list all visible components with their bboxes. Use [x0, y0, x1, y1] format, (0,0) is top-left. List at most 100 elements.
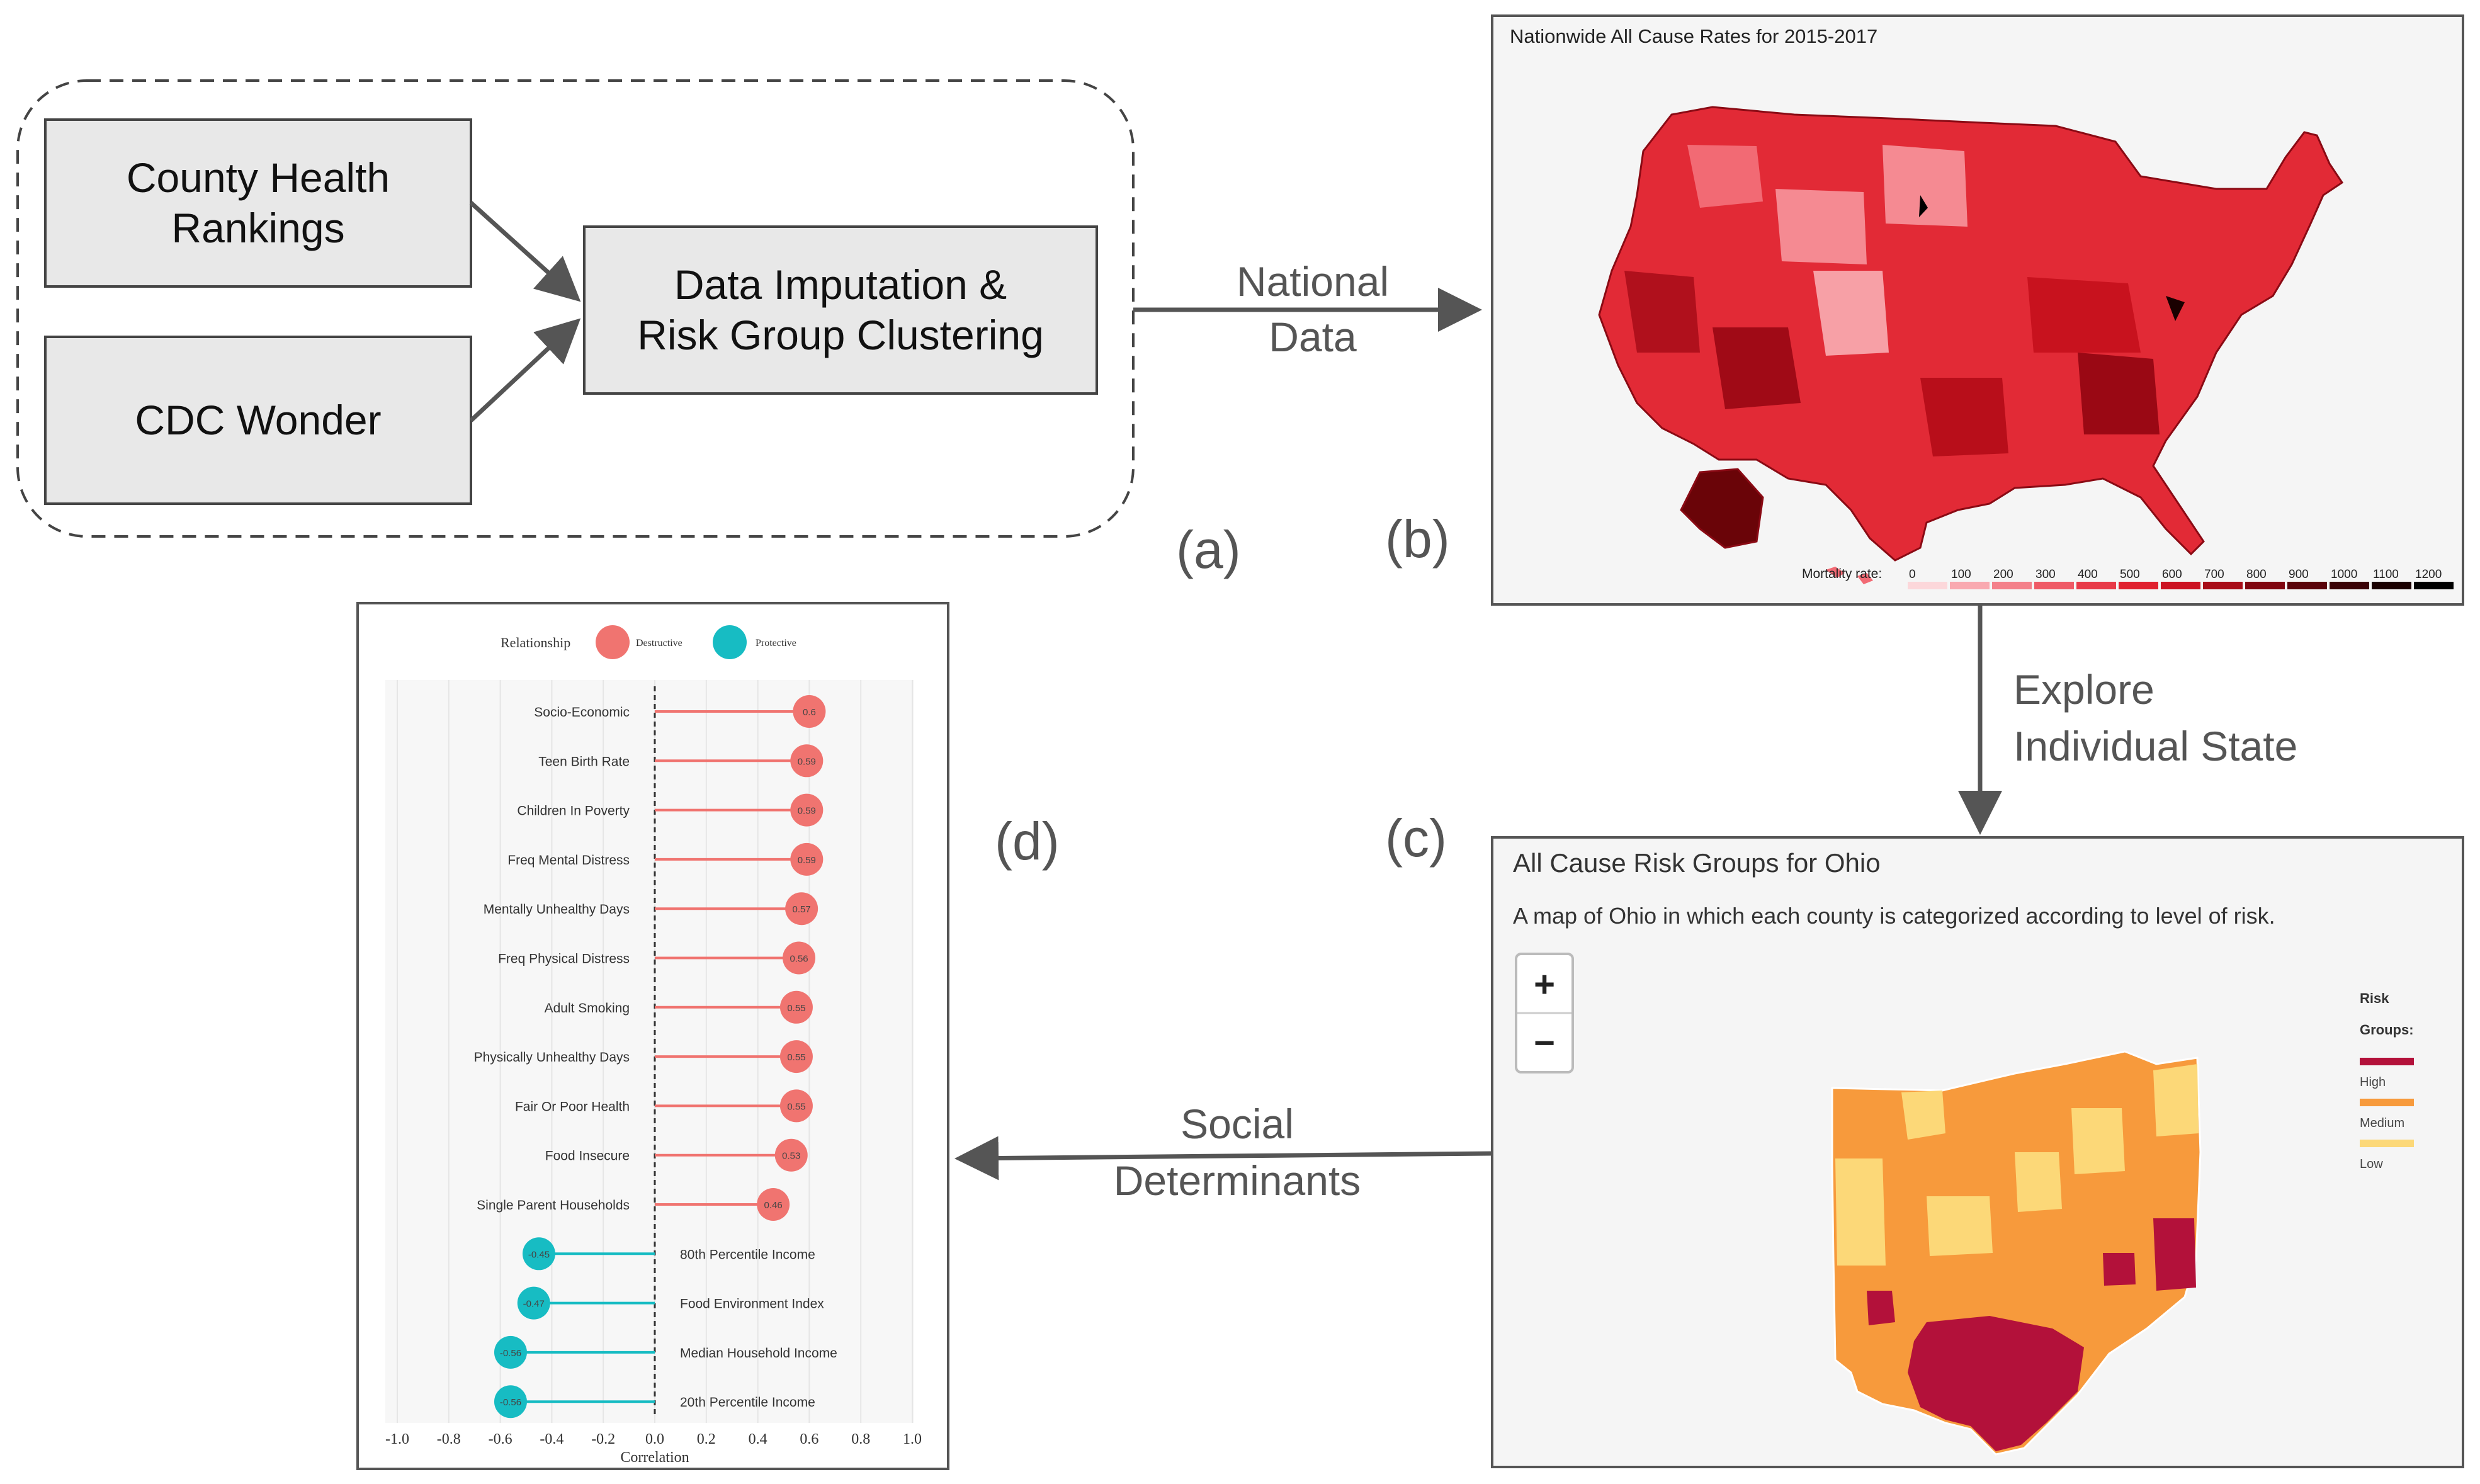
- lollipop-dot: [779, 1040, 813, 1073]
- mortality-tick-label: 700: [2204, 568, 2224, 581]
- national-map-panel: Nationwide All Cause Rates for 2015-2017…: [1491, 14, 2464, 606]
- mortality-swatch: [2372, 582, 2411, 589]
- mortality-swatch: [1950, 582, 1990, 589]
- lollipop-value-label: -0.45: [528, 1249, 550, 1260]
- lollipop-value-label: 0.6: [803, 707, 816, 718]
- mortality-tick-label: 1000: [2331, 568, 2357, 581]
- arrow-social-determinants: [954, 1136, 1493, 1181]
- lollipop-value-label: 0.53: [782, 1151, 800, 1162]
- zoom-out-button[interactable]: −: [1534, 1022, 1555, 1063]
- lollipop-dot: [774, 1138, 808, 1172]
- lollipop-value-label: 0.55: [787, 1003, 805, 1014]
- mortality-tick-label: 600: [2162, 568, 2182, 581]
- x-tick-label: -1.0: [385, 1431, 409, 1447]
- mortality-swatch: [2330, 582, 2369, 589]
- category-label: Mentally Unhealthy Days: [484, 902, 630, 917]
- cdc-wonder-label: CDC Wonder: [135, 397, 381, 443]
- arrow-chr-to-imputation: [469, 201, 581, 302]
- cdc-wonder-box: CDC Wonder: [44, 336, 472, 505]
- lollipop-dot: [785, 892, 818, 926]
- risk-legend-label: Medium: [2360, 1116, 2404, 1130]
- mortality-tick-label: 300: [2036, 568, 2056, 581]
- x-tick-label: 0.0: [645, 1431, 664, 1447]
- label-d: (d): [995, 812, 1060, 871]
- x-tick-label: -0.6: [489, 1431, 512, 1447]
- risk-legend-title-line2: Groups:: [2360, 1022, 2414, 1038]
- lollipop-value-label: -0.56: [500, 1397, 521, 1408]
- mortality-tick-label: 800: [2246, 568, 2267, 581]
- category-label: Physically Unhealthy Days: [474, 1050, 630, 1065]
- county-health-rankings-line1: County Health: [127, 154, 390, 201]
- category-label: Food Insecure: [545, 1149, 630, 1164]
- lollipop-value-label: 0.55: [787, 1101, 805, 1112]
- x-tick-label: 0.8: [851, 1431, 870, 1447]
- mortality-swatch: [2203, 582, 2243, 589]
- ohio-map-title: All Cause Risk Groups for Ohio: [1513, 848, 1881, 878]
- mortality-tick-label: 500: [2120, 568, 2140, 581]
- lollipop-value-label: 0.59: [798, 806, 816, 817]
- category-label: Single Parent Households: [477, 1198, 630, 1213]
- arrow-social-label-line1: Social: [1181, 1101, 1294, 1147]
- lollipop-value-label: 0.57: [793, 904, 811, 915]
- lollipop-value-label: 0.55: [787, 1052, 805, 1063]
- lollipop-dot: [494, 1335, 527, 1369]
- risk-legend-title-line1: Risk: [2360, 990, 2389, 1006]
- legend-destructive-label: Destructive: [636, 638, 682, 649]
- mortality-tick-label: 100: [1951, 568, 1971, 581]
- lollipop-value-label: 0.59: [798, 855, 816, 866]
- mortality-swatch: [2287, 582, 2327, 589]
- x-tick-label: 0.2: [697, 1431, 716, 1447]
- arrow-national-label-line2: Data: [1269, 314, 1357, 360]
- arrow-national-label-line1: National: [1237, 258, 1389, 305]
- correlation-chart-panel: -1.0 -0.8 -0.6 -0.4 -0.2 0.0 0.2 0.4 0.6 0.8 1.0 Co…: [356, 602, 949, 1470]
- x-tick-label: 1.0: [903, 1431, 922, 1447]
- lollipop-value-label: 0.46: [764, 1200, 783, 1211]
- category-label: Food Environment Index: [680, 1297, 824, 1311]
- data-imputation-line2: Risk Group Clustering: [637, 312, 1044, 358]
- risk-legend-swatch: [2360, 1099, 2414, 1106]
- mortality-tick-label: 0: [1909, 568, 1916, 581]
- mortality-swatch: [2119, 582, 2158, 589]
- category-label: Adult Smoking: [545, 1001, 630, 1016]
- pipeline-dashed-group: [16, 79, 1135, 538]
- mortality-tick-label: 1200: [2415, 568, 2442, 581]
- mortality-swatch: [2245, 582, 2285, 589]
- x-axis-title: Correlation: [620, 1449, 689, 1466]
- x-tick-label: -0.8: [437, 1431, 461, 1447]
- lollipop-value-label: 0.59: [798, 756, 816, 767]
- mortality-tick-label: 900: [2289, 568, 2309, 581]
- lollipop-value-label: -0.47: [523, 1299, 545, 1310]
- data-imputation-box: Data Imputation & Risk Group Clustering: [583, 225, 1098, 395]
- mortality-swatch: [2034, 582, 2074, 589]
- zoom-in-button[interactable]: +: [1534, 964, 1555, 1005]
- data-imputation-line1: Data Imputation &: [674, 261, 1007, 308]
- lollipop-value-label: -0.56: [500, 1348, 521, 1359]
- category-label: Freq Physical Distress: [498, 952, 630, 966]
- mortality-swatch: [1992, 582, 2032, 589]
- arrow-explore-label-line1: Explore: [2013, 666, 2154, 713]
- risk-legend: High Medium Low: [2360, 1058, 2414, 1171]
- category-label: 20th Percentile Income: [680, 1395, 815, 1410]
- zoom-control: + −: [1515, 953, 1574, 1073]
- lollipop-dot: [494, 1385, 527, 1419]
- label-a: (a): [1176, 520, 1241, 579]
- ohio-county-map: [1831, 1050, 2202, 1456]
- x-tick-label: 0.4: [749, 1431, 767, 1447]
- legend-protective-label: Protective: [756, 638, 796, 649]
- legend-title: Relationship: [501, 635, 570, 650]
- category-label: Freq Mental Distress: [507, 853, 630, 868]
- mortality-legend-label: Mortality rate:: [1802, 567, 1882, 581]
- mortality-swatch: [2161, 582, 2200, 589]
- ohio-map-panel: All Cause Risk Groups for Ohio A map of …: [1491, 836, 2464, 1468]
- risk-legend-swatch: [2360, 1140, 2414, 1147]
- risk-legend-swatch: [2360, 1058, 2414, 1065]
- mortality-tick-label: 400: [2078, 568, 2098, 581]
- label-c: (c): [1385, 808, 1447, 868]
- county-health-rankings-line2: Rankings: [171, 205, 344, 251]
- us-county-map: [1598, 106, 2344, 584]
- lollipop-dot: [779, 990, 813, 1024]
- lollipop-dot: [522, 1237, 555, 1271]
- plot-background: [385, 680, 914, 1423]
- county-health-rankings-box: County Health Rankings: [44, 118, 472, 288]
